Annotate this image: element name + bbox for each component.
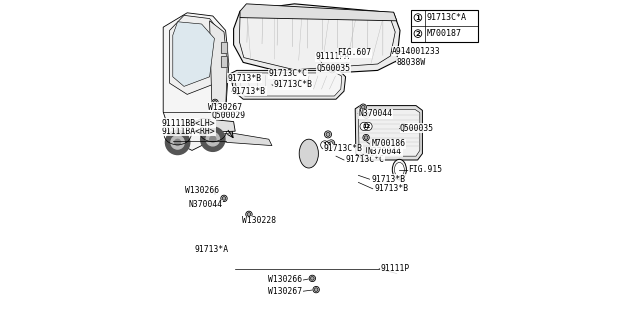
Text: 88038W: 88038W bbox=[397, 58, 426, 67]
Text: 91713*B: 91713*B bbox=[374, 184, 408, 193]
Circle shape bbox=[329, 67, 335, 73]
Polygon shape bbox=[355, 106, 422, 160]
Circle shape bbox=[246, 211, 252, 218]
Text: 91713*B: 91713*B bbox=[227, 74, 261, 83]
Text: W130267: W130267 bbox=[208, 103, 242, 112]
Polygon shape bbox=[163, 13, 229, 150]
Circle shape bbox=[175, 140, 180, 145]
Circle shape bbox=[213, 100, 217, 104]
Circle shape bbox=[201, 127, 225, 151]
Polygon shape bbox=[230, 70, 346, 99]
Text: 1: 1 bbox=[323, 142, 327, 148]
Polygon shape bbox=[358, 109, 420, 156]
Circle shape bbox=[360, 104, 367, 110]
Text: Q500035: Q500035 bbox=[400, 124, 434, 132]
Text: FIG.915: FIG.915 bbox=[408, 165, 442, 174]
Circle shape bbox=[314, 288, 318, 292]
Bar bbox=[221, 56, 227, 67]
Circle shape bbox=[325, 141, 333, 149]
Polygon shape bbox=[240, 4, 397, 21]
Circle shape bbox=[206, 132, 220, 146]
Text: FIG.607: FIG.607 bbox=[338, 48, 372, 57]
Text: 2: 2 bbox=[327, 142, 331, 148]
Text: 91111BB<LH>: 91111BB<LH> bbox=[161, 119, 215, 128]
Text: A914001233: A914001233 bbox=[392, 47, 441, 56]
Text: 91713C*B: 91713C*B bbox=[323, 144, 362, 153]
Circle shape bbox=[222, 196, 226, 200]
Circle shape bbox=[324, 131, 332, 138]
Text: 2: 2 bbox=[415, 31, 420, 36]
Text: 91713*B: 91713*B bbox=[232, 87, 266, 96]
Circle shape bbox=[321, 141, 329, 149]
Circle shape bbox=[401, 124, 406, 129]
Text: 1: 1 bbox=[362, 124, 366, 129]
Text: Q500029: Q500029 bbox=[211, 111, 245, 120]
Bar bbox=[221, 56, 227, 67]
Circle shape bbox=[212, 99, 218, 106]
Text: W130267: W130267 bbox=[268, 287, 302, 296]
FancyBboxPatch shape bbox=[412, 10, 479, 42]
Circle shape bbox=[210, 136, 216, 142]
Circle shape bbox=[310, 276, 314, 280]
Text: 91713C*C: 91713C*C bbox=[346, 156, 385, 164]
Circle shape bbox=[402, 125, 404, 128]
Ellipse shape bbox=[394, 163, 404, 177]
Text: W130228: W130228 bbox=[242, 216, 276, 225]
Text: 91111BA<RH>: 91111BA<RH> bbox=[161, 127, 215, 136]
Circle shape bbox=[171, 136, 184, 149]
Circle shape bbox=[313, 286, 319, 293]
Circle shape bbox=[364, 112, 370, 118]
Text: N370044: N370044 bbox=[368, 148, 402, 156]
Polygon shape bbox=[170, 15, 223, 94]
Text: N370044: N370044 bbox=[188, 200, 223, 209]
Text: Q500035: Q500035 bbox=[317, 64, 351, 73]
Circle shape bbox=[330, 68, 334, 71]
Circle shape bbox=[414, 30, 422, 37]
Text: M700186: M700186 bbox=[371, 140, 405, 148]
Polygon shape bbox=[192, 118, 236, 133]
Text: W130266: W130266 bbox=[185, 186, 219, 195]
Circle shape bbox=[165, 130, 189, 155]
Text: 91713*B: 91713*B bbox=[371, 175, 405, 184]
Polygon shape bbox=[221, 133, 272, 146]
Circle shape bbox=[247, 212, 251, 216]
Circle shape bbox=[364, 136, 368, 139]
Circle shape bbox=[363, 134, 369, 141]
Polygon shape bbox=[234, 73, 342, 96]
Polygon shape bbox=[173, 22, 214, 86]
Circle shape bbox=[362, 105, 365, 109]
Circle shape bbox=[365, 113, 368, 117]
Circle shape bbox=[364, 122, 372, 131]
Polygon shape bbox=[234, 4, 400, 75]
Text: M700187: M700187 bbox=[427, 29, 461, 38]
Text: 2: 2 bbox=[366, 124, 370, 129]
Text: 91111PA: 91111PA bbox=[315, 52, 349, 61]
Circle shape bbox=[221, 195, 227, 202]
Circle shape bbox=[414, 14, 422, 21]
Text: 91713C*A: 91713C*A bbox=[427, 13, 467, 22]
Ellipse shape bbox=[300, 139, 319, 168]
Text: 91713C*C: 91713C*C bbox=[269, 69, 308, 78]
Text: W130266: W130266 bbox=[268, 276, 302, 284]
Text: N370044: N370044 bbox=[358, 109, 392, 118]
Text: 1: 1 bbox=[415, 15, 420, 20]
Text: 91111P: 91111P bbox=[381, 264, 410, 273]
Polygon shape bbox=[210, 21, 227, 141]
Circle shape bbox=[309, 275, 316, 282]
Circle shape bbox=[326, 132, 330, 136]
Circle shape bbox=[328, 140, 335, 147]
Polygon shape bbox=[239, 10, 396, 70]
Bar bbox=[221, 42, 227, 53]
Ellipse shape bbox=[392, 159, 406, 180]
Bar bbox=[221, 42, 227, 53]
Text: 91713*A: 91713*A bbox=[195, 245, 229, 254]
Circle shape bbox=[329, 141, 333, 145]
Circle shape bbox=[360, 122, 369, 131]
Text: 91713C*B: 91713C*B bbox=[274, 80, 312, 89]
